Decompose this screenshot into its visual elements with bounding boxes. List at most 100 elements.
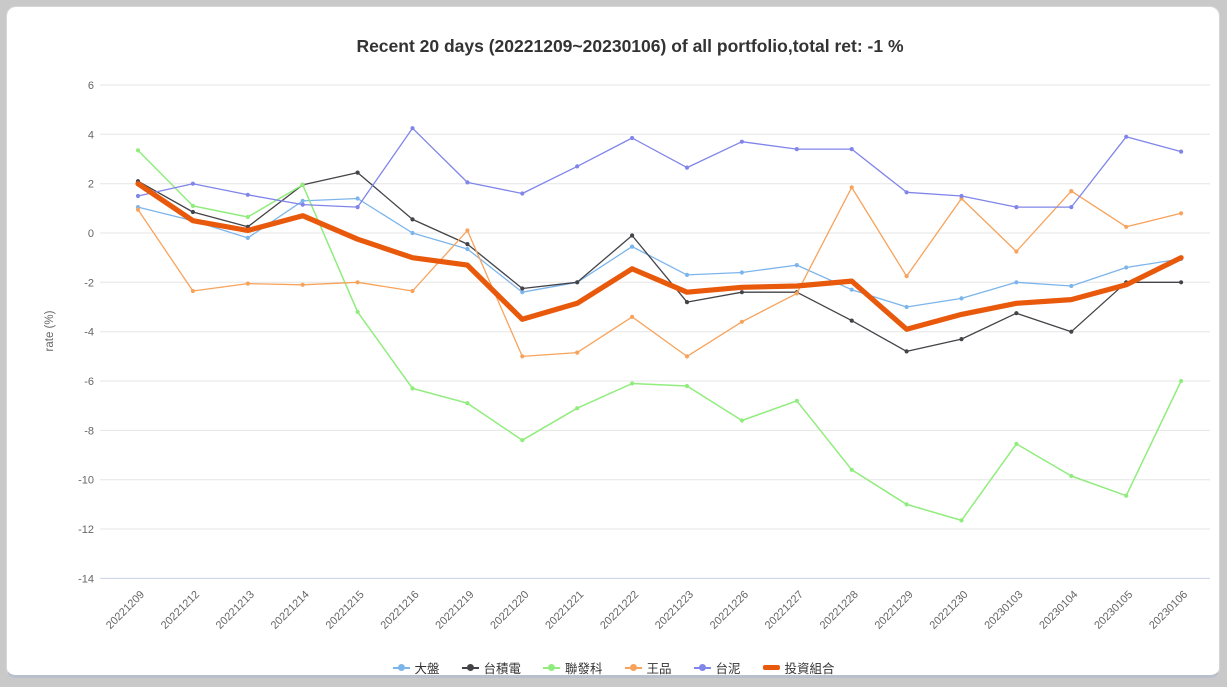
series-point [410, 230, 415, 236]
series-point [1069, 329, 1074, 334]
series-2 [135, 148, 1184, 523]
chart-panel [6, 6, 1220, 678]
legend-swatch [392, 664, 410, 671]
series-point [959, 296, 964, 301]
series-4 [135, 126, 1184, 210]
series-point [630, 135, 635, 141]
series-3 [135, 185, 1184, 359]
series-point [1179, 280, 1184, 285]
series-point [1124, 265, 1129, 270]
series-point [1179, 211, 1184, 216]
series-point [355, 205, 360, 210]
legend-swatch [624, 664, 642, 671]
series-point [684, 383, 690, 389]
series-point [959, 193, 964, 199]
legend-item-5[interactable]: 投資組合 [762, 658, 835, 677]
legend-item-4[interactable]: 台泥 [693, 658, 741, 677]
legend-item-3[interactable]: 王品 [624, 658, 672, 677]
series-point [904, 274, 909, 279]
series-point [1124, 134, 1129, 139]
x-tick-label: 20221214 [269, 589, 312, 632]
y-tick-label: 4 [88, 129, 94, 141]
legend-item-1[interactable]: 台積電 [461, 658, 521, 677]
series-point [684, 165, 690, 170]
series-line-5 [135, 181, 1184, 332]
series-point [410, 288, 415, 294]
series-point [190, 181, 195, 186]
y-tick-label: -4 [84, 327, 94, 339]
series-point [959, 337, 964, 342]
series-point [355, 170, 360, 175]
series-line-1 [137, 171, 1182, 353]
series-point [135, 193, 141, 199]
series-point [849, 287, 854, 292]
series-point [465, 228, 470, 233]
series-point [739, 319, 745, 324]
series-point [1124, 224, 1129, 229]
series-point [575, 280, 580, 285]
x-tick-label: 20221226 [708, 589, 751, 632]
series-point [1014, 441, 1019, 446]
series-line-2 [137, 149, 1182, 522]
series-point [190, 203, 195, 208]
series-point [355, 280, 360, 285]
series-point [465, 180, 470, 185]
series-point [739, 418, 745, 423]
series-point [630, 233, 635, 238]
series-lines [135, 126, 1184, 523]
series-point [245, 235, 250, 240]
series-point [1014, 280, 1019, 285]
series-line-3 [137, 186, 1182, 358]
series-point [465, 242, 470, 247]
series-point [465, 246, 470, 252]
series-point [410, 126, 415, 131]
series-point [245, 192, 250, 197]
x-tick-label: 20221223 [653, 589, 696, 632]
y-axis-tick-labels: 6 4 2 0 -2 -4 -6 -8 -10 -12 -14 [78, 80, 94, 585]
series-point [575, 406, 580, 411]
x-tick-label: 20221228 [818, 589, 861, 632]
series-point [1014, 249, 1019, 254]
series-point [190, 209, 195, 215]
series-point [1124, 493, 1129, 498]
series-point [630, 244, 635, 249]
series-point [684, 300, 690, 305]
series-line-4 [137, 127, 1182, 208]
series-point [1069, 189, 1074, 194]
x-axis-tick-labels: 20221209 20221212 20221213 20221214 20221215… [104, 589, 1190, 632]
y-tick-label: 0 [88, 228, 94, 240]
series-point [300, 282, 305, 287]
x-tick-label: 20221213 [214, 589, 257, 632]
series-point [794, 291, 799, 296]
series-point [1014, 311, 1019, 316]
x-tick-label: 20221230 [928, 589, 971, 632]
legend-swatch [461, 664, 479, 671]
series-point [849, 318, 854, 323]
series-point [1179, 378, 1184, 384]
series-point [300, 182, 305, 187]
series-point [849, 467, 854, 472]
x-tick-label: 20221209 [104, 589, 147, 632]
legend-swatch [762, 665, 780, 670]
y-tick-label: -14 [78, 573, 94, 585]
x-tick-label: 20221221 [543, 589, 586, 632]
x-tick-label: 20230103 [982, 589, 1025, 632]
legend-item-2[interactable]: 聯發科 [542, 658, 603, 677]
series-point [794, 263, 799, 268]
legend-item-0[interactable]: 大盤 [392, 658, 439, 677]
legend-label: 王品 [646, 662, 672, 676]
series-point [684, 272, 690, 277]
series-point [135, 148, 141, 153]
x-tick-label: 20230106 [1147, 589, 1190, 632]
y-tick-label: -8 [84, 425, 94, 437]
series-point [245, 281, 250, 286]
series-point [794, 398, 799, 403]
legend-label: 台泥 [715, 662, 741, 676]
series-5 [135, 181, 1184, 332]
series-point [245, 214, 250, 220]
series-point [575, 350, 580, 355]
series-point [190, 288, 195, 294]
series-point [520, 438, 525, 443]
series-1 [135, 170, 1184, 354]
